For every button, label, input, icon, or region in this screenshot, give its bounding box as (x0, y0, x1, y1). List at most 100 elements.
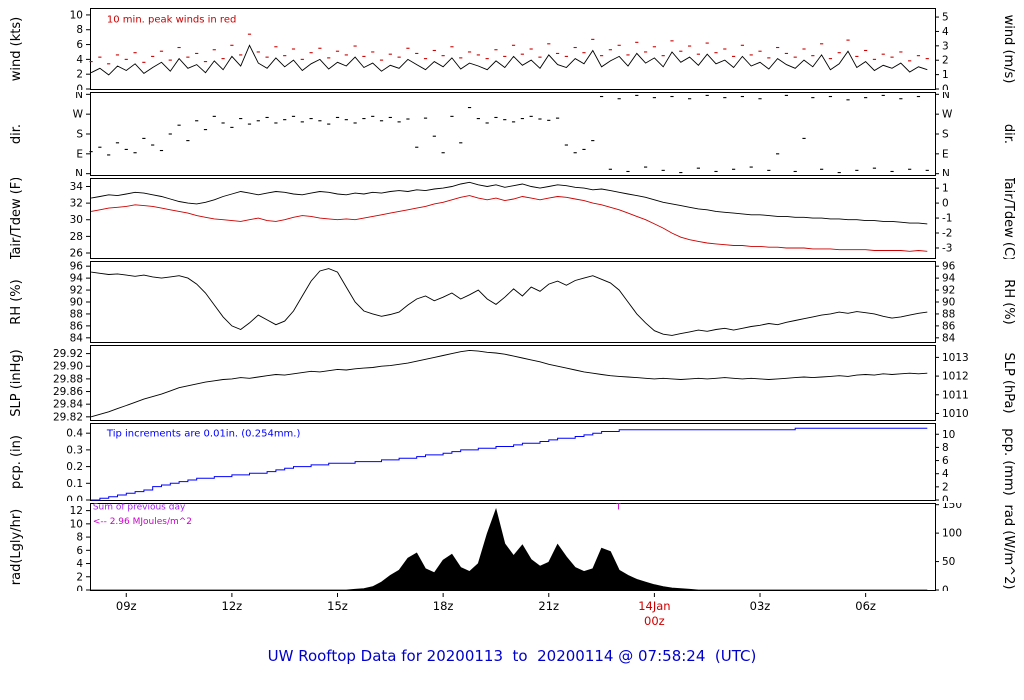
svg-text:96: 96 (942, 261, 956, 273)
svg-text:RH (%): RH (%) (1001, 279, 1016, 324)
svg-text:84: 84 (70, 332, 84, 343)
svg-text:96: 96 (70, 261, 84, 273)
svg-text:10: 10 (70, 9, 83, 21)
svg-text:1011: 1011 (942, 389, 969, 401)
svg-text:2: 2 (76, 571, 83, 583)
svg-text:W: W (942, 109, 953, 121)
svg-text:06z: 06z (855, 599, 876, 613)
svg-text:1013: 1013 (942, 352, 969, 364)
svg-text:E: E (76, 148, 83, 160)
svg-text:32: 32 (70, 198, 83, 210)
svg-text:86: 86 (942, 320, 956, 332)
svg-text:12z: 12z (222, 599, 243, 613)
svg-text:6: 6 (76, 39, 83, 51)
svg-text:94: 94 (70, 273, 84, 285)
panel-temp: 26 28 30 32 34 -3 -2 -1 0 1 Tair/Tdew (F) Tair/Tdew… (9, 178, 1016, 259)
svg-text:12: 12 (70, 505, 83, 517)
svg-text:86: 86 (70, 320, 84, 332)
svg-text:0.0: 0.0 (66, 495, 83, 502)
svg-text:dir.: dir. (9, 124, 24, 144)
svg-text:S: S (942, 129, 949, 141)
svg-text:29.92: 29.92 (53, 348, 83, 360)
svg-text:8: 8 (76, 532, 83, 544)
svg-text:4: 4 (76, 54, 83, 66)
svg-text:-3: -3 (942, 242, 952, 254)
svg-text:2: 2 (76, 69, 83, 81)
svg-text:E: E (942, 148, 949, 160)
svg-text:wind (m/s): wind (m/s) (1001, 15, 1016, 84)
svg-text:S: S (76, 129, 83, 141)
panel-wind: 0 2 4 6 8 10 0 1 2 3 4 5 wind (kts) wind (m/s) 10 min.… (9, 8, 1016, 91)
svg-text:50: 50 (942, 556, 955, 568)
svg-text:W: W (73, 109, 84, 121)
svg-text:2: 2 (942, 55, 949, 67)
svg-text:14Jan: 14Jan (638, 599, 670, 613)
chart-title: UW Rooftop Data for 20200113 to 20200114… (267, 647, 757, 665)
svg-text:30: 30 (70, 214, 83, 226)
svg-text:RH (%): RH (%) (9, 279, 24, 324)
svg-text:<-- 2.96 MJoules/m^2: <-- 2.96 MJoules/m^2 (93, 517, 192, 527)
svg-text:N: N (75, 168, 83, 176)
svg-text:4: 4 (942, 26, 949, 38)
svg-text:90: 90 (942, 297, 955, 309)
svg-text:1010: 1010 (942, 408, 969, 420)
svg-text:88: 88 (70, 308, 83, 320)
svg-text:90: 90 (70, 297, 83, 309)
svg-text:8: 8 (76, 24, 83, 36)
svg-text:15z: 15z (327, 599, 348, 613)
svg-text:29.86: 29.86 (53, 386, 83, 398)
svg-text:wind (kts): wind (kts) (9, 17, 24, 81)
svg-text:1: 1 (942, 183, 949, 195)
svg-text:03z: 03z (750, 599, 771, 613)
svg-text:29.84: 29.84 (53, 399, 83, 411)
svg-text:29.88: 29.88 (53, 373, 83, 385)
svg-text:N: N (942, 92, 950, 101)
svg-text:00z: 00z (644, 614, 665, 628)
svg-text:28: 28 (70, 231, 83, 243)
svg-text:29.82: 29.82 (53, 411, 83, 421)
svg-text:88: 88 (942, 308, 955, 320)
svg-text:pcp. (mm): pcp. (mm) (1001, 428, 1016, 495)
svg-text:18z: 18z (433, 599, 454, 613)
svg-text:8: 8 (942, 442, 949, 454)
svg-text:4: 4 (942, 468, 949, 480)
svg-text:rad(Lgly/hr): rad(Lgly/hr) (9, 509, 24, 585)
svg-text:0.4: 0.4 (66, 428, 83, 440)
svg-text:10: 10 (70, 518, 83, 530)
svg-text:0.2: 0.2 (66, 461, 83, 473)
svg-text:rad (W/m^2): rad (W/m^2) (1001, 505, 1016, 590)
svg-text:92: 92 (942, 285, 955, 297)
svg-text:92: 92 (70, 285, 83, 297)
svg-text:0: 0 (942, 585, 949, 592)
svg-text:21z: 21z (538, 599, 559, 613)
svg-text:34: 34 (70, 181, 84, 193)
svg-text:Tair/Tdew (C): Tair/Tdew (C) (1001, 178, 1016, 259)
svg-text:-1: -1 (942, 213, 952, 225)
svg-text:6: 6 (76, 545, 83, 557)
svg-text:10: 10 (942, 429, 955, 441)
svg-text:100: 100 (942, 528, 962, 540)
svg-text:1012: 1012 (942, 371, 969, 383)
svg-text:SLP (inHg): SLP (inHg) (9, 349, 24, 417)
svg-text:↑: ↑ (614, 503, 623, 512)
svg-text:26: 26 (70, 248, 84, 259)
svg-text:3: 3 (942, 40, 949, 52)
svg-text:1: 1 (942, 69, 949, 81)
svg-text:0: 0 (942, 198, 949, 210)
svg-text:4: 4 (76, 558, 83, 570)
svg-text:09z: 09z (116, 599, 137, 613)
svg-text:N: N (75, 92, 83, 101)
svg-text:94: 94 (942, 273, 956, 285)
svg-text:6: 6 (942, 455, 949, 467)
svg-text:0: 0 (76, 84, 83, 91)
svg-text:29.90: 29.90 (53, 361, 83, 373)
svg-text:0: 0 (942, 495, 949, 502)
svg-text:dir.: dir. (1001, 124, 1016, 144)
svg-text:2: 2 (942, 481, 949, 493)
svg-text:Sum of previous day: Sum of previous day (93, 503, 186, 512)
